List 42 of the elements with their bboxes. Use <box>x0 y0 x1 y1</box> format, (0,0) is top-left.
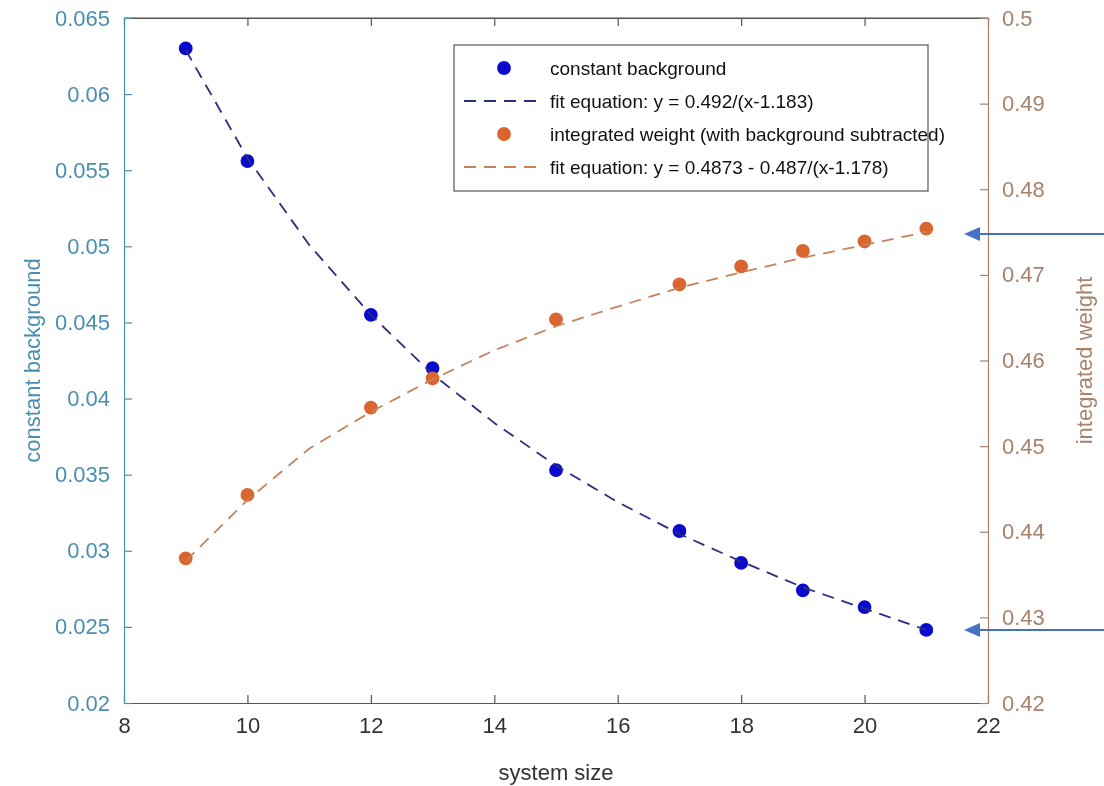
point <box>919 623 934 637</box>
y-tick-label: 0.03 <box>67 538 110 564</box>
point <box>178 41 193 56</box>
y2-tick-label: 0.48 <box>1002 176 1045 202</box>
y-tick-label: 0.025 <box>54 614 110 640</box>
y-tick-label: 0.04 <box>67 386 110 412</box>
x-tick-label: 8 <box>118 712 131 738</box>
x-tick-label: 18 <box>729 712 754 738</box>
y2-tick-label: 0.5 <box>1002 5 1033 31</box>
point <box>734 556 749 570</box>
legend-label: constant background <box>550 58 727 79</box>
y2-tick-label: 0.42 <box>1002 690 1045 716</box>
x-tick-label: 12 <box>359 712 384 738</box>
y2-tick-label: 0.45 <box>1002 433 1045 459</box>
y2-tick-label: 0.44 <box>1002 519 1045 545</box>
y2-tick-label: 0.43 <box>1002 604 1045 630</box>
point <box>549 312 563 327</box>
x-tick-label: 10 <box>235 712 261 738</box>
y-tick-label: 0.045 <box>54 309 110 335</box>
x-tick-label: 14 <box>482 712 508 738</box>
y2-tick-label: 0.49 <box>1002 91 1045 117</box>
y-tick-label: 0.06 <box>67 81 110 107</box>
y-axis-title: constant background <box>20 258 45 463</box>
y-tick-label: 0.05 <box>67 233 110 259</box>
point <box>919 221 934 236</box>
x-axis-title: system size <box>498 760 614 785</box>
y2-axis-title: integrated weight <box>1072 276 1097 445</box>
point <box>795 244 810 258</box>
y-tick-label: 0.065 <box>54 5 110 31</box>
legend-label: fit equation: y = 0.492/(x-1.183) <box>550 91 814 112</box>
y-tick-label: 0.035 <box>54 462 110 488</box>
x-tick-label: 16 <box>605 712 631 738</box>
x-tick-label: 22 <box>976 712 1001 738</box>
point <box>734 259 749 274</box>
legend-label: fit equation: y = 0.4873 - 0.487/(x-1.178) <box>550 157 889 178</box>
x-tick-label: 20 <box>852 712 878 738</box>
y2-tick-label: 0.46 <box>1002 348 1045 374</box>
y2-tick-label: 0.47 <box>1002 262 1045 288</box>
y-tick-label: 0.055 <box>54 157 110 183</box>
point <box>672 277 687 292</box>
legend-label: integrated weight (with background subtracted) <box>550 124 946 145</box>
y-tick-label: 0.02 <box>67 690 110 716</box>
